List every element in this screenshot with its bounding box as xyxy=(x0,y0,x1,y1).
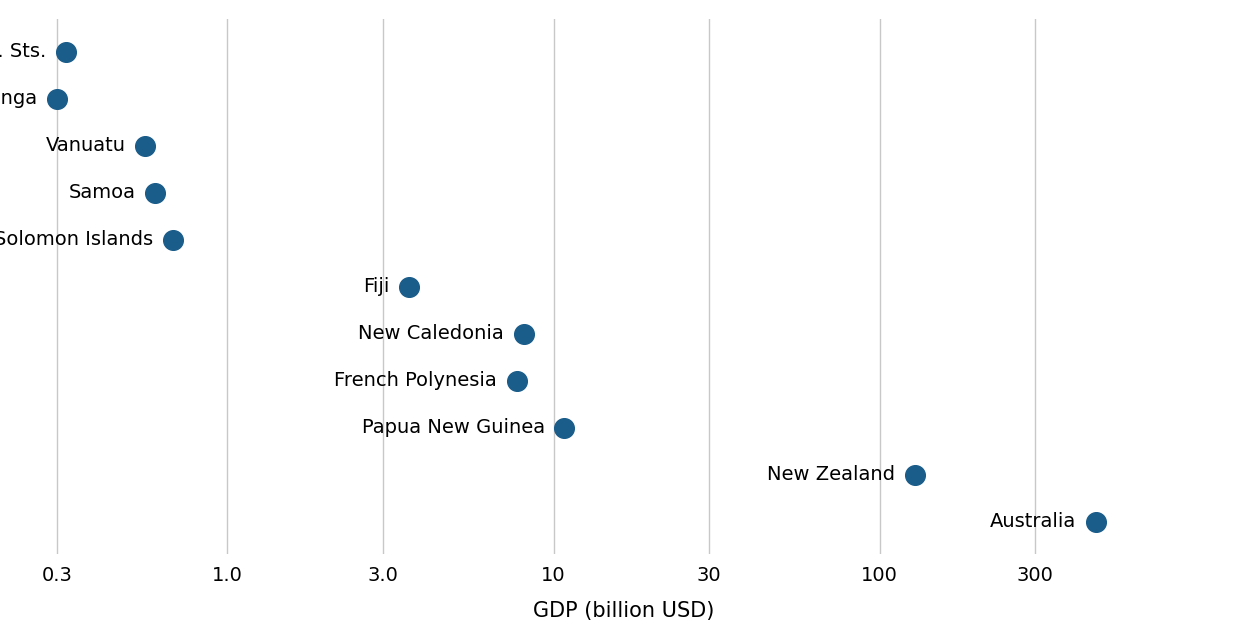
Point xyxy=(163,234,183,244)
Text: Australia: Australia xyxy=(990,512,1076,531)
Point xyxy=(135,140,155,151)
X-axis label: GDP (billion USD): GDP (billion USD) xyxy=(533,601,714,621)
Text: Vanuatu: Vanuatu xyxy=(45,136,126,155)
Point xyxy=(1086,517,1106,527)
Text: Solomon Islands: Solomon Islands xyxy=(0,230,154,249)
Point xyxy=(145,188,165,198)
Text: Tonga: Tonga xyxy=(0,89,38,108)
Point xyxy=(47,94,67,104)
Text: New Zealand: New Zealand xyxy=(767,465,895,484)
Text: Micronesia, Fed. Sts.: Micronesia, Fed. Sts. xyxy=(0,42,47,61)
Point xyxy=(554,423,575,433)
Point xyxy=(398,282,418,292)
Point xyxy=(55,47,76,57)
Point xyxy=(905,469,925,479)
Text: Papua New Guinea: Papua New Guinea xyxy=(362,418,544,437)
Text: Fiji: Fiji xyxy=(363,277,389,296)
Text: Samoa: Samoa xyxy=(68,183,136,202)
Point xyxy=(507,375,527,386)
Text: French Polynesia: French Polynesia xyxy=(334,371,496,390)
Text: New Caledonia: New Caledonia xyxy=(358,324,504,343)
Point xyxy=(514,329,534,339)
